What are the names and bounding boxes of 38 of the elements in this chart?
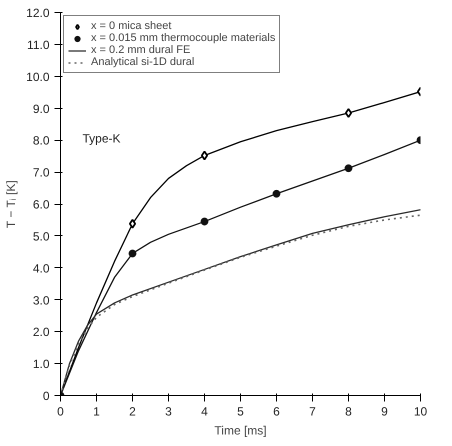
y-tick-label: 12.0 [26, 6, 50, 20]
y-tick-label: 1.0 [32, 357, 50, 372]
point [128, 218, 136, 229]
point [344, 164, 352, 172]
point [200, 218, 208, 226]
legend-label: x = 0.015 mm thermocouple materials [91, 32, 276, 44]
x-tick-label: 0 [57, 404, 64, 418]
x-tick-label: 5 [237, 404, 244, 418]
point [200, 150, 208, 160]
point [344, 108, 352, 118]
y-tick-label: 9.0 [32, 102, 50, 116]
y-tick-label: 10.0 [26, 70, 50, 84]
point [128, 250, 136, 258]
x-tick-label: 9 [381, 404, 388, 418]
y-tick-label: 6.0 [32, 198, 50, 212]
y-tick-label: 3.0 [32, 293, 50, 308]
x-tick-label: 1 [93, 404, 100, 418]
annotation: Type-K [82, 132, 121, 146]
x-tick-label: 2 [129, 404, 136, 418]
x-tick-label: 7 [309, 404, 316, 418]
x-tick-label: 6 [273, 404, 280, 418]
y-tick-label: 2.0 [32, 325, 50, 340]
legend-label: x = 0 mica sheet [91, 20, 172, 32]
legend-label: x = 0.2 mm dural FE [91, 44, 190, 56]
y-tick-label: 4.0 [32, 261, 50, 276]
x-tick-label: 8 [345, 404, 352, 418]
x-tick-label: 3 [165, 404, 172, 418]
y-tick-label: 5.0 [32, 229, 50, 244]
x-tick-label: 10 [414, 404, 428, 418]
y-tick-label: 8.0 [32, 134, 50, 148]
x-tick-label: 4 [201, 404, 208, 418]
y-tick-label: 7.0 [32, 166, 50, 180]
point [272, 190, 280, 198]
legend-label: Analytical si-1D dural [91, 56, 194, 68]
y-tick-label: 11.0 [27, 38, 50, 52]
y-tick-label: 0 [42, 389, 50, 403]
y-axis-title: T − Tᵢ [K] [4, 180, 18, 228]
x-axis-title: Time [ms] [214, 424, 267, 438]
